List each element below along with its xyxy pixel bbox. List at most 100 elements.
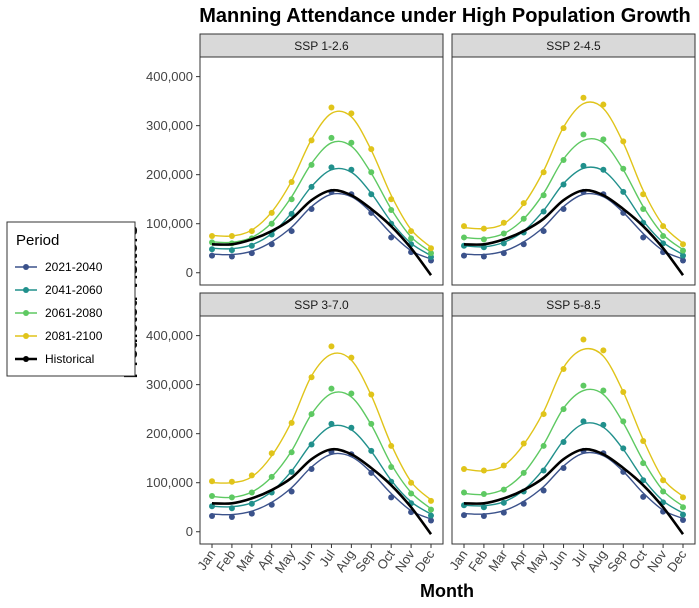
data-point: [288, 179, 295, 186]
legend-item: 2061-2080: [15, 306, 103, 320]
series-2041-2060: [461, 162, 686, 259]
data-point: [388, 196, 395, 203]
data-point: [268, 501, 275, 508]
data-point: [580, 131, 587, 138]
legend-item: 2021-2040: [15, 260, 103, 274]
x-tick-label: Dec: [412, 547, 438, 575]
y-tick-label: 200,000: [146, 426, 193, 441]
legend-label: Historical: [45, 352, 94, 366]
data-point: [288, 419, 295, 426]
data-point: [680, 504, 686, 511]
data-point: [209, 492, 215, 499]
data-point: [209, 478, 215, 485]
data-point: [248, 489, 255, 496]
data-point: [228, 514, 235, 521]
data-point: [580, 94, 587, 101]
data-point: [228, 478, 235, 485]
data-point: [348, 354, 355, 361]
data-point: [428, 245, 434, 252]
data-point: [209, 246, 215, 253]
data-point: [680, 516, 686, 523]
data-point: [308, 441, 315, 448]
data-point: [248, 510, 255, 517]
data-point: [640, 493, 647, 500]
data-point: [328, 104, 335, 111]
legend: Period 2021-2040 2041-2060 2061-2080 2081-2…: [6, 221, 136, 377]
data-point: [288, 210, 295, 217]
data-point: [461, 489, 467, 496]
y-tick-label: 300,000: [146, 118, 193, 133]
data-point: [209, 232, 215, 239]
data-point: [600, 101, 607, 108]
data-point: [620, 445, 627, 452]
data-point: [520, 440, 527, 447]
data-point: [640, 234, 647, 241]
data-point: [209, 513, 215, 520]
facet-panel: SSP 1-2.6 0 100,000 200,000 300,000 400,000: [146, 33, 444, 286]
data-point: [540, 487, 547, 494]
legend-item: 2081-2100: [15, 329, 103, 343]
x-tick-label: Nov: [392, 547, 418, 575]
facet-panels: SSP 1-2.60100,000200,000300,000400,000SS…: [146, 33, 696, 576]
data-point: [428, 250, 434, 257]
data-point: [680, 257, 686, 264]
data-point: [408, 235, 415, 242]
x-tick-label: Dec: [664, 547, 690, 575]
data-point: [500, 240, 507, 247]
panel-border: [451, 56, 696, 286]
data-point: [560, 156, 567, 163]
data-point: [680, 241, 686, 248]
data-point: [680, 252, 686, 259]
legend-item: Historical: [15, 352, 94, 366]
data-point: [288, 196, 295, 203]
data-point: [308, 183, 315, 190]
data-point: [480, 513, 487, 520]
data-point: [480, 236, 487, 243]
series-2081-2100: [209, 343, 434, 504]
y-tick-label: 0: [186, 524, 193, 539]
data-point: [248, 242, 255, 249]
data-point: [680, 247, 686, 254]
series-2021-2040: [209, 188, 434, 264]
data-point: [480, 253, 487, 260]
y-tick-label: 400,000: [146, 69, 193, 84]
data-point: [600, 421, 607, 428]
data-point: [500, 250, 507, 257]
data-point: [461, 465, 467, 472]
data-point: [660, 223, 667, 230]
legend-label: 2061-2080: [45, 306, 103, 320]
x-tick-label: Mar: [485, 547, 511, 574]
data-point: [480, 467, 487, 474]
data-point: [308, 206, 315, 212]
panel-border: [199, 56, 444, 286]
data-point: [461, 252, 467, 259]
legend-label: 2081-2100: [45, 329, 103, 343]
data-point: [640, 438, 647, 445]
data-point: [408, 228, 415, 235]
data-point: [480, 504, 487, 511]
y-tick-label: 400,000: [146, 328, 193, 343]
data-point: [500, 486, 507, 493]
legend-items: 2021-2040 2041-2060 2061-2080 2081-2100 Hist…: [15, 260, 103, 366]
data-point: [600, 387, 607, 394]
data-point: [348, 110, 355, 117]
data-point: [268, 450, 275, 457]
data-point: [500, 462, 507, 469]
data-point: [540, 192, 547, 199]
data-point: [368, 169, 375, 176]
data-point: [520, 200, 527, 207]
historical-line: [211, 188, 433, 276]
data-point: [560, 465, 567, 471]
data-point: [660, 488, 667, 495]
data-point: [600, 136, 607, 143]
data-point: [388, 464, 395, 471]
data-point: [600, 347, 607, 354]
facet-strip-label: SSP 5-8.5: [546, 298, 601, 312]
data-point: [408, 490, 415, 497]
data-point: [500, 230, 507, 237]
data-point: [540, 411, 547, 418]
data-point: [480, 490, 487, 497]
data-point: [368, 447, 375, 454]
data-point: [328, 164, 335, 171]
series-2081-2100: [209, 104, 434, 252]
